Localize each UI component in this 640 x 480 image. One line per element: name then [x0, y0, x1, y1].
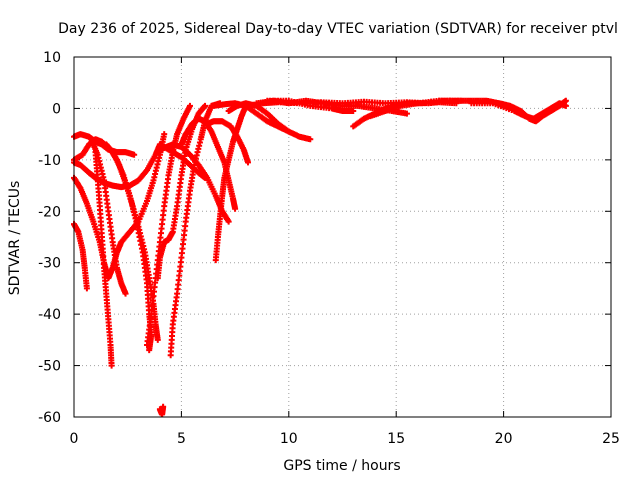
- y-tick-label: -60: [38, 410, 61, 426]
- data-point: [225, 218, 232, 225]
- x-tick-label: 25: [602, 431, 620, 447]
- y-tick-label: -50: [38, 359, 61, 375]
- data-point: [403, 110, 410, 117]
- y-tick-label: -40: [38, 307, 61, 323]
- x-tick-label: 10: [280, 431, 298, 447]
- data-points: [71, 97, 569, 418]
- series-arc16: [204, 118, 251, 166]
- y-tick-label: 0: [52, 101, 61, 117]
- data-point: [244, 159, 251, 166]
- data-point: [108, 362, 115, 369]
- series-arc12: [156, 403, 167, 418]
- series-arc6: [92, 149, 115, 369]
- x-tick-label: 0: [70, 431, 79, 447]
- series-arc8: [71, 136, 155, 354]
- data-point: [131, 151, 138, 158]
- x-axis-label: GPS time / hours: [283, 458, 400, 474]
- series-arc21: [264, 97, 357, 114]
- data-point: [146, 347, 153, 354]
- series-arc25: [468, 100, 569, 122]
- data-point: [232, 205, 239, 212]
- data-point: [307, 136, 314, 143]
- data-point: [154, 336, 161, 343]
- data-point: [160, 403, 167, 410]
- y-tick-label: -10: [38, 153, 61, 169]
- y-tick-label: -20: [38, 204, 61, 220]
- series-arc13: [156, 141, 232, 225]
- chart-title: Day 236 of 2025, Sidereal Day-to-day VTE…: [58, 21, 618, 37]
- data-point: [161, 131, 168, 138]
- x-tick-label: 15: [387, 431, 405, 447]
- series-arc14: [178, 115, 239, 212]
- data-point: [83, 285, 90, 292]
- plot-frame: [73, 56, 612, 418]
- x-tick-label: 5: [177, 431, 186, 447]
- data-point: [186, 102, 193, 109]
- data-point: [350, 108, 357, 114]
- x-tick-label: 20: [495, 431, 513, 447]
- data-point: [122, 290, 129, 297]
- y-tick-label: -30: [38, 256, 61, 272]
- data-point: [202, 102, 209, 109]
- data-point: [562, 102, 569, 109]
- y-axis-label: SDTVAR / TECUs: [7, 181, 23, 296]
- y-tick-label: 10: [43, 50, 61, 66]
